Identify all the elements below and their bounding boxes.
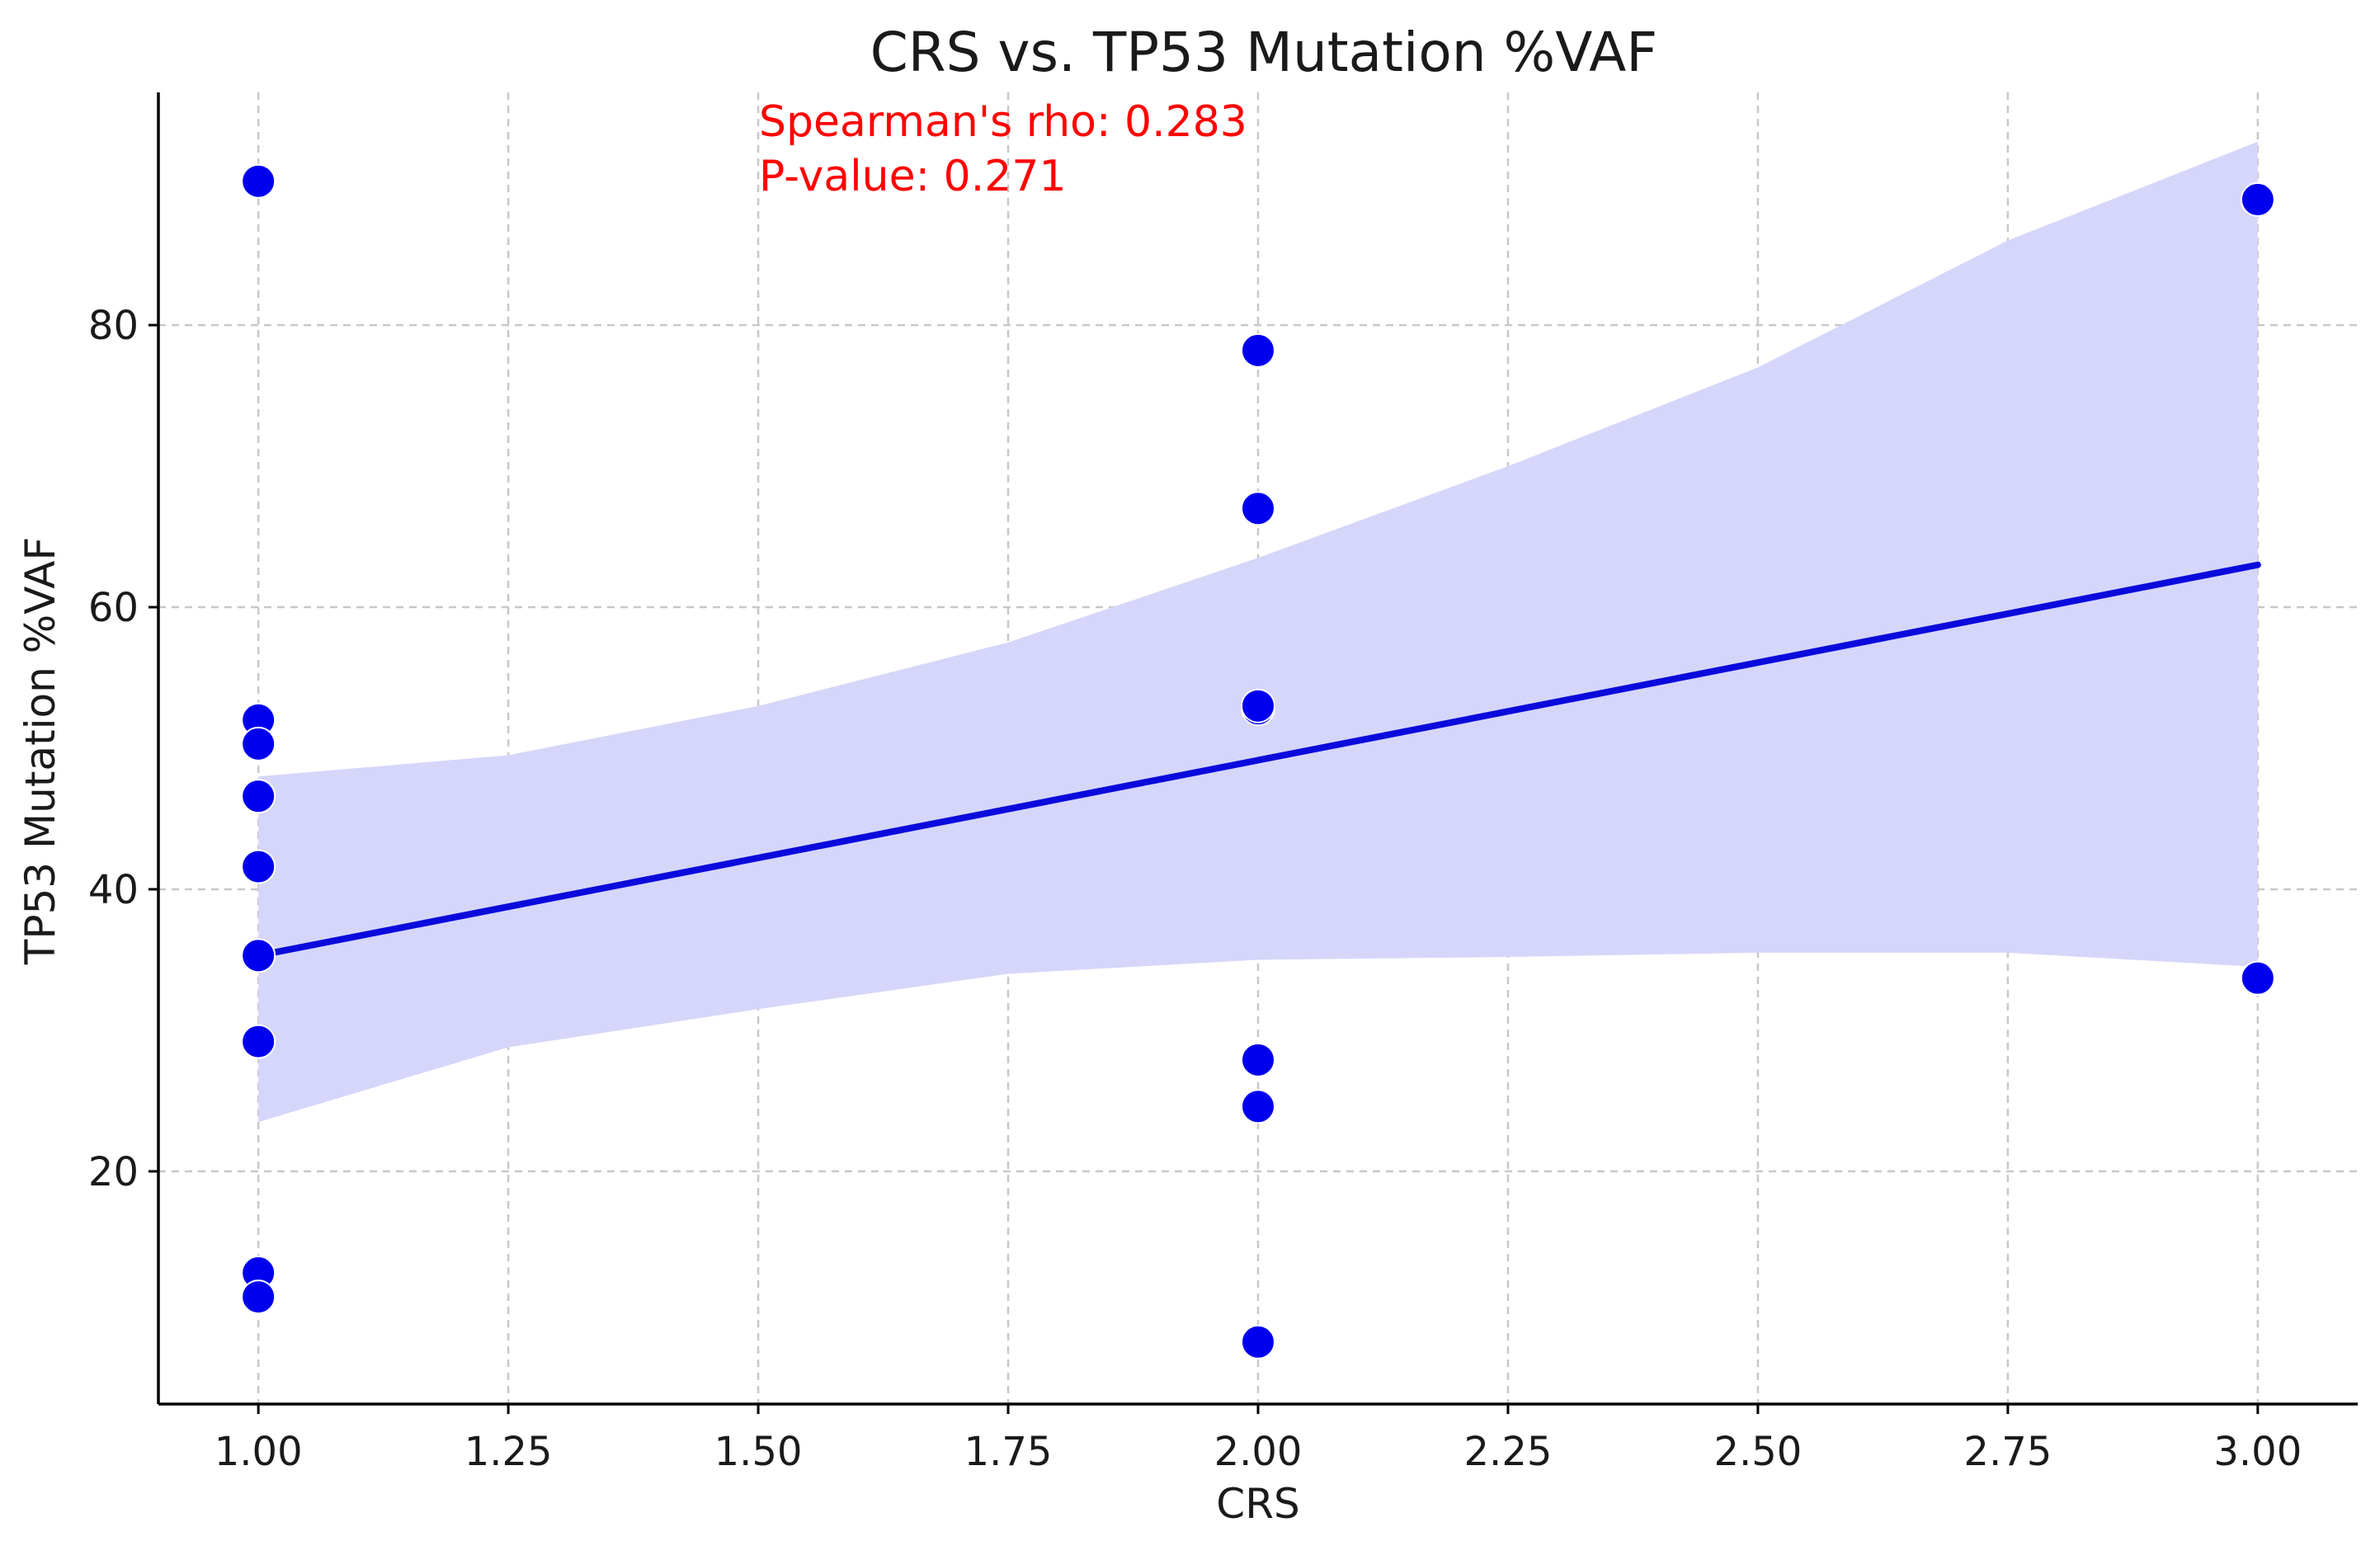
confidence-band (258, 141, 2258, 1123)
data-point (1241, 491, 1275, 526)
data-point (1241, 688, 1275, 723)
data-point (2240, 960, 2275, 996)
spearman-rho-annotation: Spearman's rho: 0.283 (759, 97, 1247, 147)
x-tick-label: 1.00 (214, 1429, 303, 1475)
confidence-band-layer (258, 141, 2258, 1123)
y-tick-label: 60 (88, 585, 139, 631)
x-tick-label: 1.75 (964, 1429, 1053, 1475)
data-point (241, 779, 276, 814)
x-tick-label: 1.50 (714, 1429, 803, 1475)
data-point (241, 726, 276, 761)
data-point (1241, 332, 1275, 368)
data-point (1241, 1042, 1275, 1077)
data-point (2240, 181, 2275, 217)
p-value-annotation: P-value: 0.271 (759, 152, 1067, 201)
chart-title: CRS vs. TP53 Mutation %VAF (870, 21, 1658, 84)
y-tick-label: 40 (88, 867, 139, 913)
x-axis-label: CRS (1216, 1480, 1299, 1528)
x-tick-label: 2.75 (1963, 1429, 2052, 1475)
regression-line (255, 561, 2261, 959)
ticks: 1.00 1.25 1.50 1.75 2.00 2.25 2.50 2.75 3.00 20 40… (88, 303, 2302, 1475)
x-tick-label: 1.25 (464, 1429, 553, 1475)
data-points-layer (241, 163, 2275, 1360)
data-point (1241, 1324, 1275, 1360)
data-point (1241, 1089, 1275, 1124)
x-tick-label: 2.50 (1713, 1429, 1802, 1475)
data-point (241, 163, 276, 199)
data-point (241, 1024, 276, 1059)
x-tick-label: 2.00 (1214, 1429, 1303, 1475)
y-tick-label: 80 (88, 303, 139, 349)
data-point (241, 938, 276, 973)
data-point (241, 1279, 276, 1315)
x-tick-label: 3.00 (2213, 1429, 2302, 1475)
y-axis-label: TP53 Mutation %VAF (16, 537, 64, 965)
regression-line-layer (255, 561, 2261, 959)
x-tick-label: 2.25 (1464, 1429, 1553, 1475)
y-tick-label: 20 (88, 1149, 139, 1195)
data-point (241, 849, 276, 884)
